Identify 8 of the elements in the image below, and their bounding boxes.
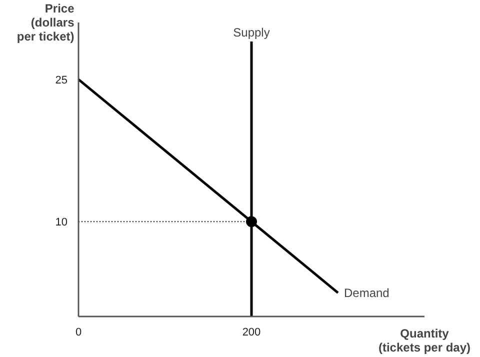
series-label: Demand — [344, 286, 390, 300]
x-tick-label: 200 — [242, 326, 261, 338]
series-label: Supply — [233, 25, 270, 40]
x-axis-title: Quantity (tickets per day) — [378, 326, 471, 354]
x-tick-label: 0 — [75, 326, 82, 338]
y-axis-title: Price (dollars per ticket) — [16, 2, 75, 44]
y-tick-label: 25 — [55, 74, 68, 86]
y-tick-label: 10 — [55, 216, 68, 229]
